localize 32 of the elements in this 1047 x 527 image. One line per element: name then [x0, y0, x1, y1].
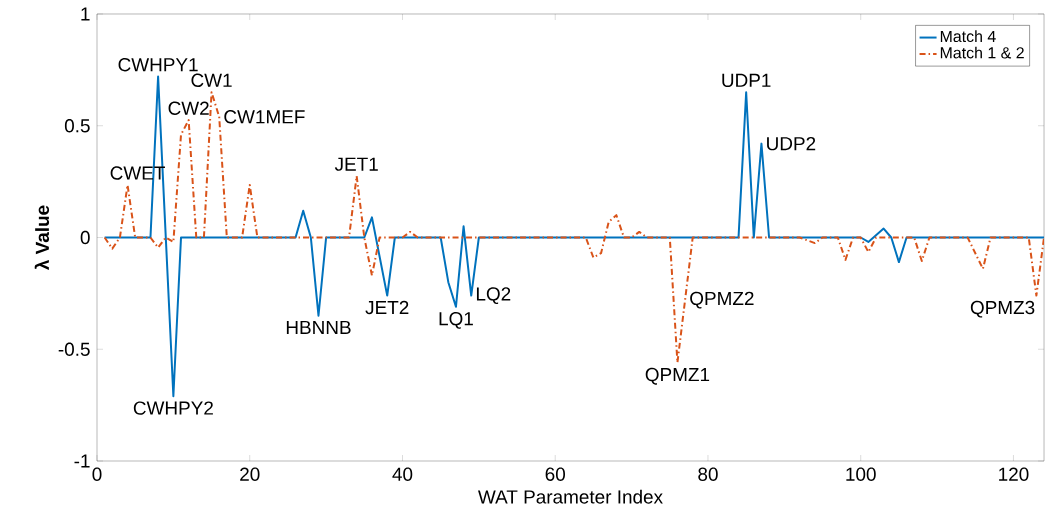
annotation: UDP1	[722, 73, 771, 88]
x-tick-label: 80	[698, 467, 718, 481]
x-axis-title: WAT Parameter Index	[478, 489, 663, 504]
annotation: HBNNB	[286, 320, 351, 334]
annotation: CW2	[168, 101, 209, 115]
legend-label: Match 1 & 2	[940, 46, 1024, 59]
x-tick-label: 20	[240, 467, 260, 481]
y-tick-label: 1	[81, 7, 90, 21]
annotation: LQ2	[476, 287, 511, 305]
annotation: UDP2	[767, 136, 816, 151]
annotation: QPMZ1	[645, 367, 710, 385]
y-axis-title: λ Value	[34, 205, 50, 271]
annotation: CWHPY1	[118, 57, 198, 72]
y-tick-label: 0.5	[64, 119, 90, 133]
annotation: JET2	[365, 300, 409, 315]
x-tick-label: 120	[999, 467, 1029, 481]
annotation: QPMZ3	[970, 300, 1035, 318]
y-tick-label: 0	[80, 230, 90, 245]
x-tick-label: 100	[846, 467, 876, 481]
legend-label: Match 4	[940, 30, 996, 43]
annotation: QPMZ2	[690, 291, 754, 309]
x-tick-label: 0	[92, 467, 102, 481]
x-tick-label: 60	[545, 467, 566, 481]
line-series	[103, 75, 1045, 398]
y-tick-label: -0.5	[58, 342, 90, 356]
annotation: CWHPY2	[133, 401, 213, 415]
annotation: LQ1	[439, 311, 473, 329]
annotation: JET1	[334, 157, 378, 171]
x-tick-label: 40	[392, 467, 413, 481]
annotation: CW1MEF	[224, 110, 305, 124]
y-tick-label: -1	[74, 454, 90, 468]
annotation: CW1	[191, 73, 232, 88]
